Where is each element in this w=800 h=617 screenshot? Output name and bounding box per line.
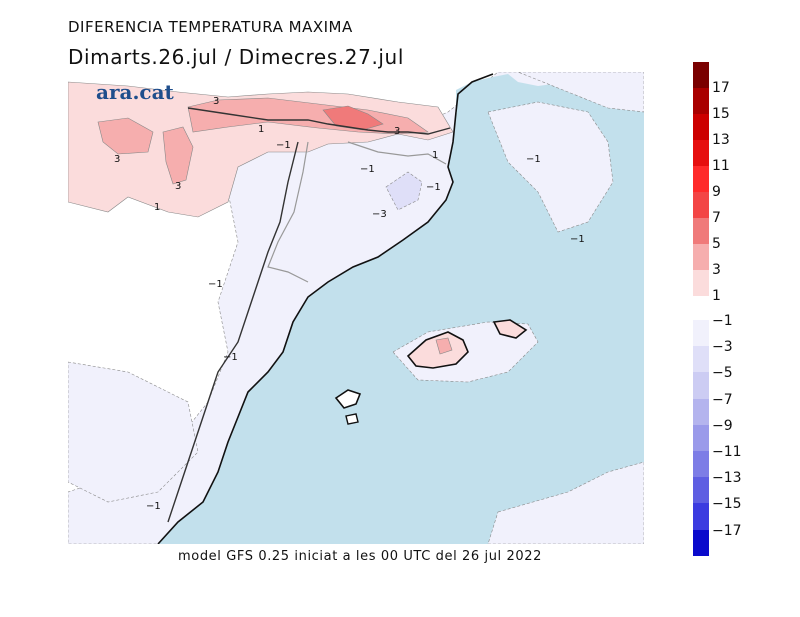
island-mallorca-core <box>435 337 453 355</box>
island-menorca <box>492 319 528 339</box>
positive-core-west <box>97 117 154 155</box>
legend-swatch-negative <box>693 424 709 451</box>
legend-label: 1 <box>712 288 721 304</box>
legend-label: 13 <box>712 132 730 148</box>
legend-swatch-positive <box>693 192 709 218</box>
contour-label: 3 <box>394 126 400 137</box>
legend-label: 7 <box>712 210 721 226</box>
legend-swatch-negative <box>693 346 709 373</box>
contour-label: 1 <box>432 150 438 161</box>
legend-swatch-positive <box>693 114 709 140</box>
legend-swatch-positive <box>693 62 709 88</box>
legend-label: 5 <box>712 236 721 252</box>
legend-label: 11 <box>712 158 730 174</box>
legend-label: 15 <box>712 106 730 122</box>
legend-swatch-negative <box>693 451 709 478</box>
contour-label: 3 <box>114 154 120 165</box>
contour-label: 3 <box>175 181 181 192</box>
border-line <box>187 107 451 135</box>
contour-label: −1 <box>208 279 223 290</box>
border-line-gray <box>267 141 309 283</box>
legend-label: −13 <box>712 470 742 487</box>
legend-label: −11 <box>712 444 742 460</box>
contour-label: −3 <box>372 209 387 220</box>
sea-light-patch-ne <box>487 101 614 233</box>
land-negative-patch-west <box>67 361 199 503</box>
legend-label: −7 <box>712 391 733 408</box>
legend-label: −1 <box>712 313 733 329</box>
legend-swatch-negative <box>693 320 709 347</box>
sea-area <box>158 74 644 544</box>
contour-label: −1 <box>146 501 161 512</box>
legend-swatch-positive <box>693 166 709 192</box>
contour-label: −1 <box>360 164 375 175</box>
positive-core-west-2 <box>162 126 194 185</box>
island-ibiza <box>334 389 362 409</box>
legend-label: −5 <box>712 365 733 382</box>
legend-swatch-negative <box>693 372 709 399</box>
legend-swatch-positive <box>693 88 709 114</box>
legend-label: −9 <box>712 417 733 434</box>
island-formentera <box>345 413 359 425</box>
legend-swatch-negative <box>693 503 709 530</box>
legend-label: 3 <box>712 262 721 278</box>
legend-swatch-positive <box>693 270 709 296</box>
legend-label: −3 <box>712 339 733 356</box>
contour-label: 1 <box>154 202 160 213</box>
legend-label: −15 <box>712 496 742 513</box>
legend-label: 9 <box>712 184 721 200</box>
sea-light-patch-e <box>517 71 645 113</box>
contour-label: −1 <box>276 140 291 151</box>
legend-label: −17 <box>712 522 742 539</box>
contour-label: −1 <box>526 154 541 165</box>
contour-label: −1 <box>426 182 441 193</box>
legend-swatch-positive <box>693 140 709 166</box>
legend-swatch-positive <box>693 218 709 244</box>
border-line-2 <box>167 141 299 523</box>
contour-label: 3 <box>213 96 219 107</box>
contour-label: −1 <box>570 234 585 245</box>
map-panel: 3 3 3 1 −1 1 3 1 −1 −1 −3 −1 −1 −1 −1 −1 <box>67 71 645 545</box>
legend-label: 17 <box>712 80 730 96</box>
border-line-gray-2 <box>347 141 447 165</box>
legend-swatch-positive <box>693 244 709 270</box>
coastline-north <box>455 73 494 113</box>
negative-blob <box>385 171 423 211</box>
legend-swatch-negative <box>693 477 709 504</box>
model-footer: model GFS 0.25 iniciat a les 00 UTC del … <box>178 549 542 564</box>
contour-label: 1 <box>258 124 264 135</box>
positive-core-east <box>322 105 384 131</box>
legend-swatch-negative <box>693 529 709 556</box>
coastline <box>157 111 457 545</box>
island-mallorca <box>406 331 469 369</box>
contour-label: −1 <box>223 352 238 363</box>
legend-swatch-negative <box>693 398 709 425</box>
chart-subtitle: Dimarts.26.jul / Dimecres.27.jul <box>68 45 404 69</box>
map-svg: 3 3 3 1 −1 1 3 1 −1 −1 −3 −1 −1 −1 −1 −1 <box>67 71 645 545</box>
chart-title: DIFERENCIA TEMPERATURA MAXIMA <box>68 18 353 36</box>
ara-cat-logo: ara.cat <box>96 80 174 104</box>
